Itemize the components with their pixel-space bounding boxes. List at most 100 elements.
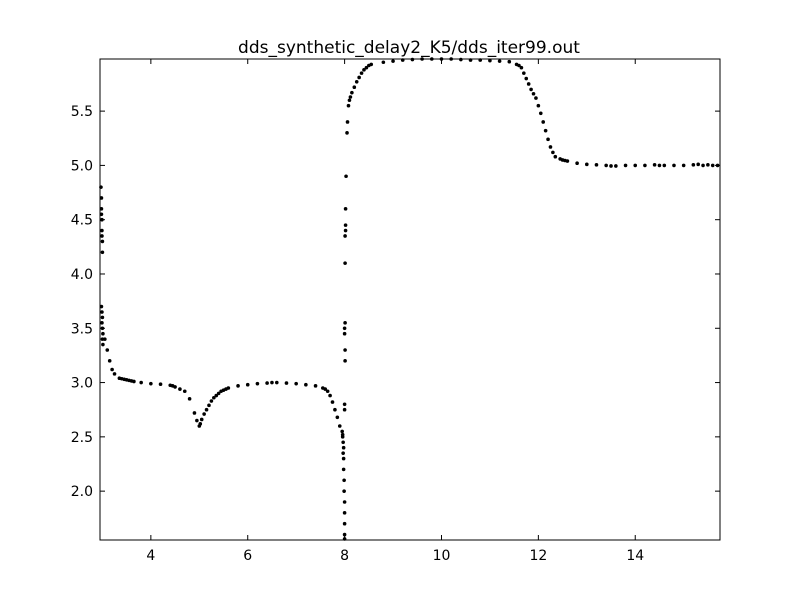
data-point [565, 159, 570, 163]
data-point [105, 348, 110, 352]
data-point [255, 381, 260, 386]
data-point [325, 389, 330, 394]
data-point [536, 103, 541, 108]
data-point [522, 71, 526, 75]
data-point [226, 386, 231, 390]
y-tick-label: 2.0 [71, 484, 93, 500]
y-tick-label: 5.5 [71, 104, 93, 120]
x-tick-label: 6 [243, 548, 252, 564]
data-point [207, 403, 211, 408]
y-tick-label: 2.5 [71, 430, 93, 446]
data-point [100, 315, 105, 320]
data-point [101, 331, 105, 336]
data-point [538, 111, 543, 116]
data-point [343, 359, 347, 363]
data-point [343, 348, 347, 352]
data-point [531, 91, 536, 96]
data-point [216, 391, 221, 396]
data-point [107, 359, 112, 363]
data-point [99, 196, 104, 200]
data-point [101, 342, 105, 347]
data-point [342, 331, 347, 336]
data-point [541, 120, 545, 124]
x-axis: 4 6 8 10 12 14 [146, 59, 644, 564]
data-point [341, 451, 345, 455]
plot-area: 4 6 8 10 12 14 2.0 2.5 3.0 3.5 4.0 4.5 5.0 5.5 [71, 57, 721, 564]
data-point [313, 384, 318, 388]
data-point [354, 80, 359, 84]
data-point [343, 234, 347, 238]
data-point [369, 62, 374, 67]
data-point [585, 162, 589, 167]
data-point [348, 95, 353, 99]
y-tick-label: 5.0 [71, 158, 93, 174]
data-point [100, 228, 104, 233]
data-point [103, 337, 107, 341]
data-point [149, 381, 153, 386]
data-point [346, 103, 351, 108]
plot-frame [99, 58, 721, 541]
y-tick-label: 3.0 [71, 376, 93, 392]
data-point [691, 163, 696, 167]
data-point [195, 418, 199, 423]
data-point [337, 424, 342, 428]
data-point [323, 387, 328, 391]
data-point [609, 164, 613, 168]
plot-background [100, 59, 720, 540]
data-point [100, 250, 105, 255]
data-point [345, 131, 349, 135]
data-point [199, 417, 204, 422]
data-point [328, 393, 332, 398]
data-point [245, 382, 250, 387]
data-point [100, 234, 104, 238]
data-point [304, 382, 308, 387]
data-point [526, 82, 531, 86]
data-point [173, 385, 177, 389]
x-tick-label: 10 [433, 548, 451, 564]
data-point [139, 380, 143, 385]
chart-title: dds_synthetic_delay2_K5/dds_iter99.out [238, 38, 580, 58]
data-point [359, 71, 364, 75]
data-point [209, 399, 214, 403]
data-point [342, 532, 347, 537]
data-point [341, 440, 345, 445]
data-point [342, 521, 347, 526]
x-tick-label: 8 [340, 548, 349, 564]
data-point [657, 163, 662, 168]
data-point [270, 380, 274, 385]
data-point [604, 163, 608, 168]
data-point [342, 402, 347, 407]
data-point [488, 58, 492, 63]
data-point [681, 163, 686, 168]
data-point [519, 65, 524, 70]
data-point [633, 163, 638, 168]
data-point [342, 407, 347, 412]
data-point [99, 212, 104, 217]
data-point [652, 163, 657, 167]
x-tick-label: 12 [529, 548, 547, 564]
data-point [99, 207, 104, 211]
data-point [340, 429, 344, 434]
data-point [381, 60, 386, 65]
data-point [345, 120, 350, 124]
data-point [214, 393, 219, 398]
y-tick-label: 3.5 [71, 321, 93, 337]
data-point [594, 163, 599, 167]
data-point [517, 63, 521, 68]
data-point [342, 489, 346, 493]
x-tick-label: 14 [626, 548, 644, 564]
data-point [701, 163, 705, 168]
data-point [551, 150, 555, 155]
data-point [343, 223, 348, 227]
data-point [342, 326, 347, 331]
data-point [362, 68, 366, 72]
data-point [543, 128, 548, 133]
data-point [343, 261, 347, 265]
data-point [333, 407, 337, 412]
data-point [357, 75, 361, 80]
data-point [236, 384, 240, 388]
data-point [575, 161, 579, 166]
x-tick-label: 4 [146, 548, 155, 564]
data-point [410, 57, 415, 62]
